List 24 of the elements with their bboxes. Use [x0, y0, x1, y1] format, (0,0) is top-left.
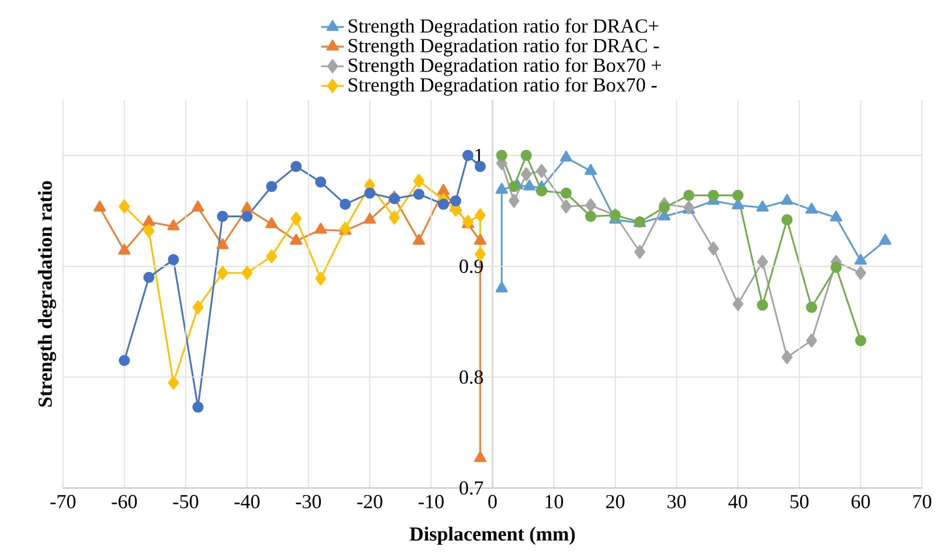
x-tick-label: -40 — [234, 494, 260, 508]
x-tick-label: 60 — [852, 494, 870, 508]
x-tick-label: 30 — [668, 494, 686, 508]
y-tick-label: 0.9 — [460, 260, 483, 274]
legend-label: Strength Degradation ratio for Box70 + — [348, 58, 661, 76]
legend-label: Strength Degradation ratio for Box70 - — [348, 77, 657, 96]
x-tick-label: -20 — [357, 494, 382, 508]
x-tick-label: -30 — [296, 494, 321, 508]
x-axis-title: Displacement (mm) — [410, 526, 575, 545]
legend-label: Strength Degradation ratio for DRAC - — [348, 38, 659, 56]
x-tick-label: 40 — [728, 494, 748, 508]
y-axis-title: Strength degradation ratio — [38, 181, 56, 407]
x-tick-label: -70 — [50, 494, 76, 508]
legend-label: Strength Degradation ratio for DRAC+ — [348, 18, 658, 37]
x-tick-label: 50 — [790, 494, 809, 508]
x-tick-label: -50 — [173, 494, 198, 508]
x-tick-label: 0 — [488, 494, 497, 508]
x-tick-label: 20 — [606, 494, 624, 508]
y-tick-label: 0.7 — [460, 481, 484, 495]
x-tick-label: 70 — [913, 494, 932, 508]
x-tick-label: 10 — [546, 494, 564, 508]
x-tick-label: -60 — [112, 494, 137, 508]
y-tick-label: 0.8 — [460, 370, 483, 384]
x-tick-label: -10 — [418, 494, 444, 508]
